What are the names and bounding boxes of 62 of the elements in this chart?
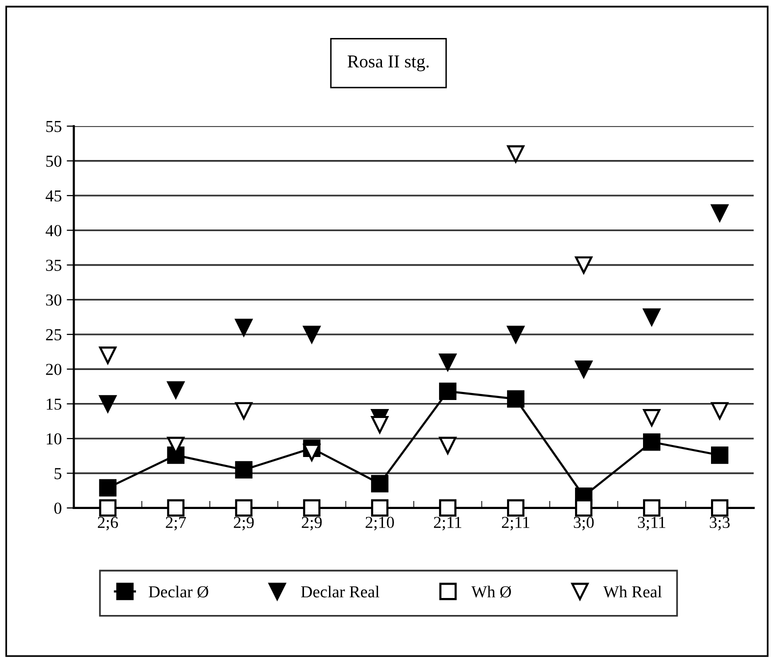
y-tick-label: 50 (46, 156, 62, 167)
x-tick-label: 2;10 (366, 516, 394, 530)
point (303, 326, 320, 344)
y-tick-label: 0 (54, 502, 62, 514)
point (439, 382, 456, 400)
point (167, 381, 184, 399)
y-tick-label: 40 (46, 224, 62, 236)
point (235, 402, 252, 420)
point (507, 390, 524, 408)
y-tick-label: 25 (46, 329, 62, 340)
point (235, 461, 252, 478)
point (575, 499, 592, 517)
point (303, 444, 320, 462)
point (643, 409, 660, 426)
y-tick-label: 20 (46, 364, 62, 376)
point (99, 395, 116, 413)
x-tick-label: 2;11 (502, 516, 530, 530)
point (371, 416, 388, 434)
point (507, 326, 524, 344)
point (235, 499, 252, 517)
x-tick-label: 3;11 (638, 516, 666, 530)
point (439, 354, 456, 371)
point (99, 499, 116, 517)
x-tick-label: 3;3 (710, 516, 730, 530)
chart-title: Rosa II stg. (348, 56, 429, 72)
x-tick-label: 2;9 (234, 516, 254, 530)
y-tick-label: 5 (54, 468, 62, 480)
point (439, 499, 456, 517)
y-tick-label: 45 (46, 190, 62, 202)
point (371, 499, 388, 517)
point (371, 474, 388, 492)
point (235, 318, 252, 336)
x-tick-label: 2;11 (434, 516, 462, 530)
legend-label: Wh Ø (471, 586, 511, 598)
point (575, 360, 592, 378)
x-tick-label: 2;6 (98, 516, 118, 530)
point (99, 346, 116, 364)
y-tick-label: 15 (46, 398, 62, 410)
y-tick-label: 10 (46, 433, 62, 444)
y-tick-label: 55 (46, 121, 62, 132)
point (99, 479, 116, 497)
x-tick-label: 2;9 (302, 516, 322, 530)
point (167, 499, 184, 517)
x-tick-label: 3;0 (574, 516, 594, 530)
point (711, 499, 728, 517)
legend-label: Wh Real (603, 586, 662, 598)
point (575, 256, 592, 274)
point (439, 436, 456, 454)
x-tick-label: 2;7 (166, 516, 186, 530)
point (507, 145, 524, 163)
y-tick-label: 35 (46, 260, 62, 271)
point (643, 433, 660, 451)
point (711, 204, 728, 222)
point (643, 499, 660, 517)
point (507, 499, 524, 517)
point (643, 308, 660, 326)
point (711, 446, 728, 464)
point (303, 499, 320, 517)
legend-label: Declar Real (301, 586, 380, 598)
legend-label: Declar Ø (148, 586, 208, 598)
y-tick-label: 30 (46, 294, 62, 306)
point (711, 402, 728, 420)
